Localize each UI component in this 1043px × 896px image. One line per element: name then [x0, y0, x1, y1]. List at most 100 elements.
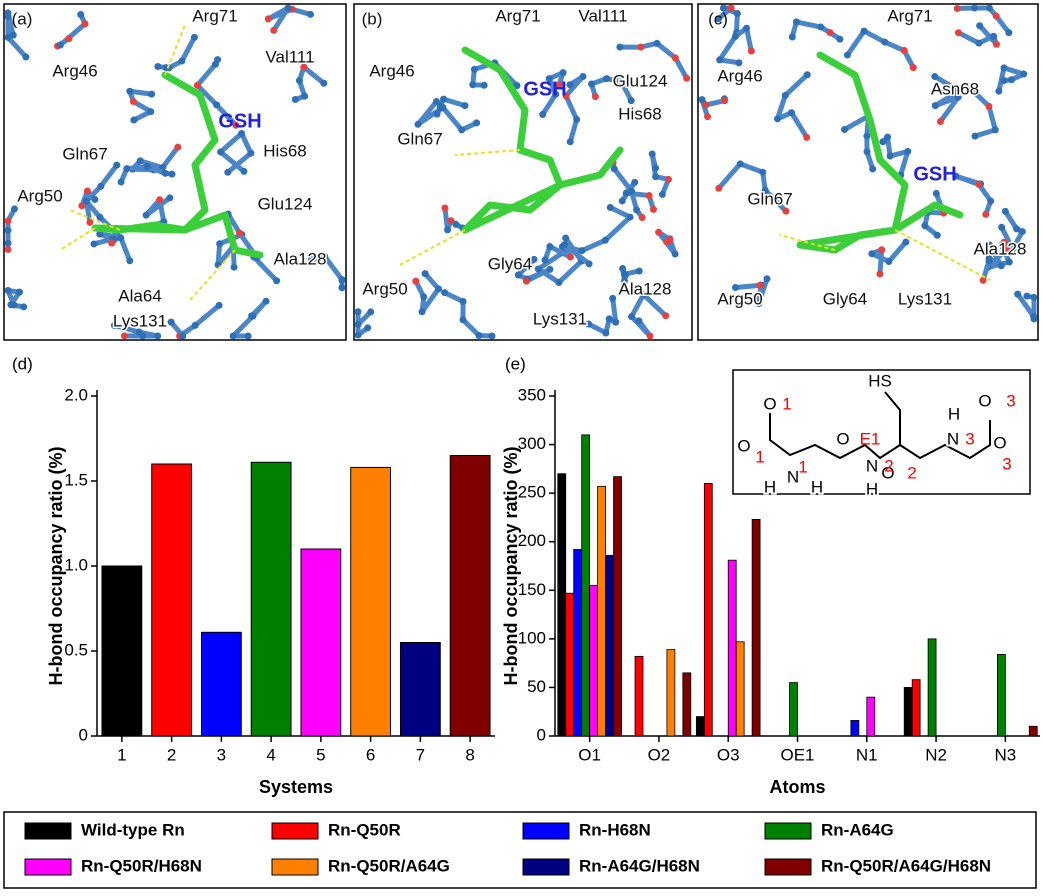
residue-label: Lys131	[533, 309, 587, 328]
inset-atom: HS	[868, 371, 892, 390]
bar	[151, 463, 193, 737]
atom	[715, 184, 723, 192]
bar	[605, 554, 614, 737]
atom	[653, 39, 661, 47]
legend-label: Rn-A64G	[821, 820, 894, 839]
residue-label: Gln67	[62, 144, 107, 163]
atom	[96, 213, 104, 221]
bar	[735, 641, 745, 737]
bar	[565, 592, 575, 737]
atom	[931, 102, 939, 110]
atom	[213, 101, 221, 109]
atom	[992, 12, 1000, 20]
legend-label: Rn-H68N	[579, 820, 651, 839]
atom	[646, 332, 654, 340]
atom	[129, 97, 137, 105]
atom	[719, 4, 727, 12]
atom	[881, 38, 889, 46]
legend-frame	[3, 811, 1037, 889]
atom	[652, 173, 660, 181]
ligand-label: GSH	[913, 163, 956, 185]
atom	[627, 97, 635, 105]
inset-number: 1	[798, 457, 807, 476]
residue-label: Arg71	[192, 6, 237, 25]
atom	[469, 81, 477, 89]
atom	[995, 87, 1003, 95]
atom	[470, 65, 478, 73]
bar	[1028, 725, 1038, 737]
bar	[613, 476, 622, 737]
x-tick-label: N2	[925, 745, 947, 764]
atom	[869, 165, 877, 173]
atom	[860, 27, 868, 35]
atom	[987, 197, 995, 205]
atom	[414, 120, 422, 128]
atom	[56, 41, 64, 49]
atom	[513, 82, 521, 90]
atom	[578, 247, 586, 255]
atom	[698, 96, 706, 104]
atom	[1020, 70, 1028, 78]
atom	[936, 117, 944, 125]
y-tick-label: 0	[79, 725, 88, 744]
atom	[763, 275, 771, 283]
panel-frame	[353, 3, 693, 341]
atom	[985, 254, 993, 262]
atom	[555, 81, 563, 89]
legend-swatch	[24, 858, 72, 876]
atom	[4, 286, 12, 294]
atom	[704, 113, 712, 121]
residue-label: Glu124	[613, 71, 668, 90]
atom	[215, 301, 223, 309]
atom	[735, 59, 743, 67]
residue-label: Ala64	[118, 286, 161, 305]
atom	[714, 15, 722, 23]
x-tick-label: 2	[167, 745, 176, 764]
atom	[747, 47, 755, 55]
ligand-stick	[91, 71, 264, 259]
atom	[562, 92, 570, 100]
bar	[449, 455, 491, 737]
legend-label: Wild-type Rn	[81, 820, 185, 839]
atom	[671, 54, 679, 62]
atom	[731, 283, 739, 291]
atom	[626, 213, 634, 221]
atom	[193, 81, 201, 89]
atom	[635, 317, 643, 325]
atom	[4, 239, 12, 247]
atom	[1007, 76, 1015, 84]
atom	[308, 256, 316, 264]
atom	[321, 253, 329, 261]
bar	[682, 672, 692, 737]
atom	[488, 332, 496, 340]
atom	[90, 240, 98, 248]
atom	[878, 246, 886, 254]
atom	[788, 109, 796, 117]
legend-label: Rn-Q50R	[328, 820, 401, 839]
atom	[585, 320, 593, 328]
atom	[609, 294, 617, 302]
atom	[539, 111, 547, 119]
atom	[716, 56, 724, 64]
atom	[620, 277, 628, 285]
atom	[606, 203, 614, 211]
atom	[440, 95, 448, 103]
atom	[863, 148, 871, 156]
legend-swatch	[271, 858, 319, 876]
atom	[648, 150, 656, 158]
inset-atom: N	[866, 456, 878, 475]
bar	[573, 549, 583, 737]
atom	[826, 29, 834, 37]
atom	[885, 258, 893, 266]
atom	[156, 196, 164, 204]
atom	[142, 211, 150, 219]
atom	[1001, 207, 1009, 215]
atom	[475, 331, 483, 339]
atom	[420, 293, 428, 301]
x-tick-label: 6	[366, 745, 375, 764]
atom	[652, 164, 660, 172]
atom	[108, 239, 116, 247]
atom	[1014, 290, 1022, 298]
y-tick-label: 50	[527, 677, 546, 696]
inset-atom: O	[881, 463, 894, 482]
